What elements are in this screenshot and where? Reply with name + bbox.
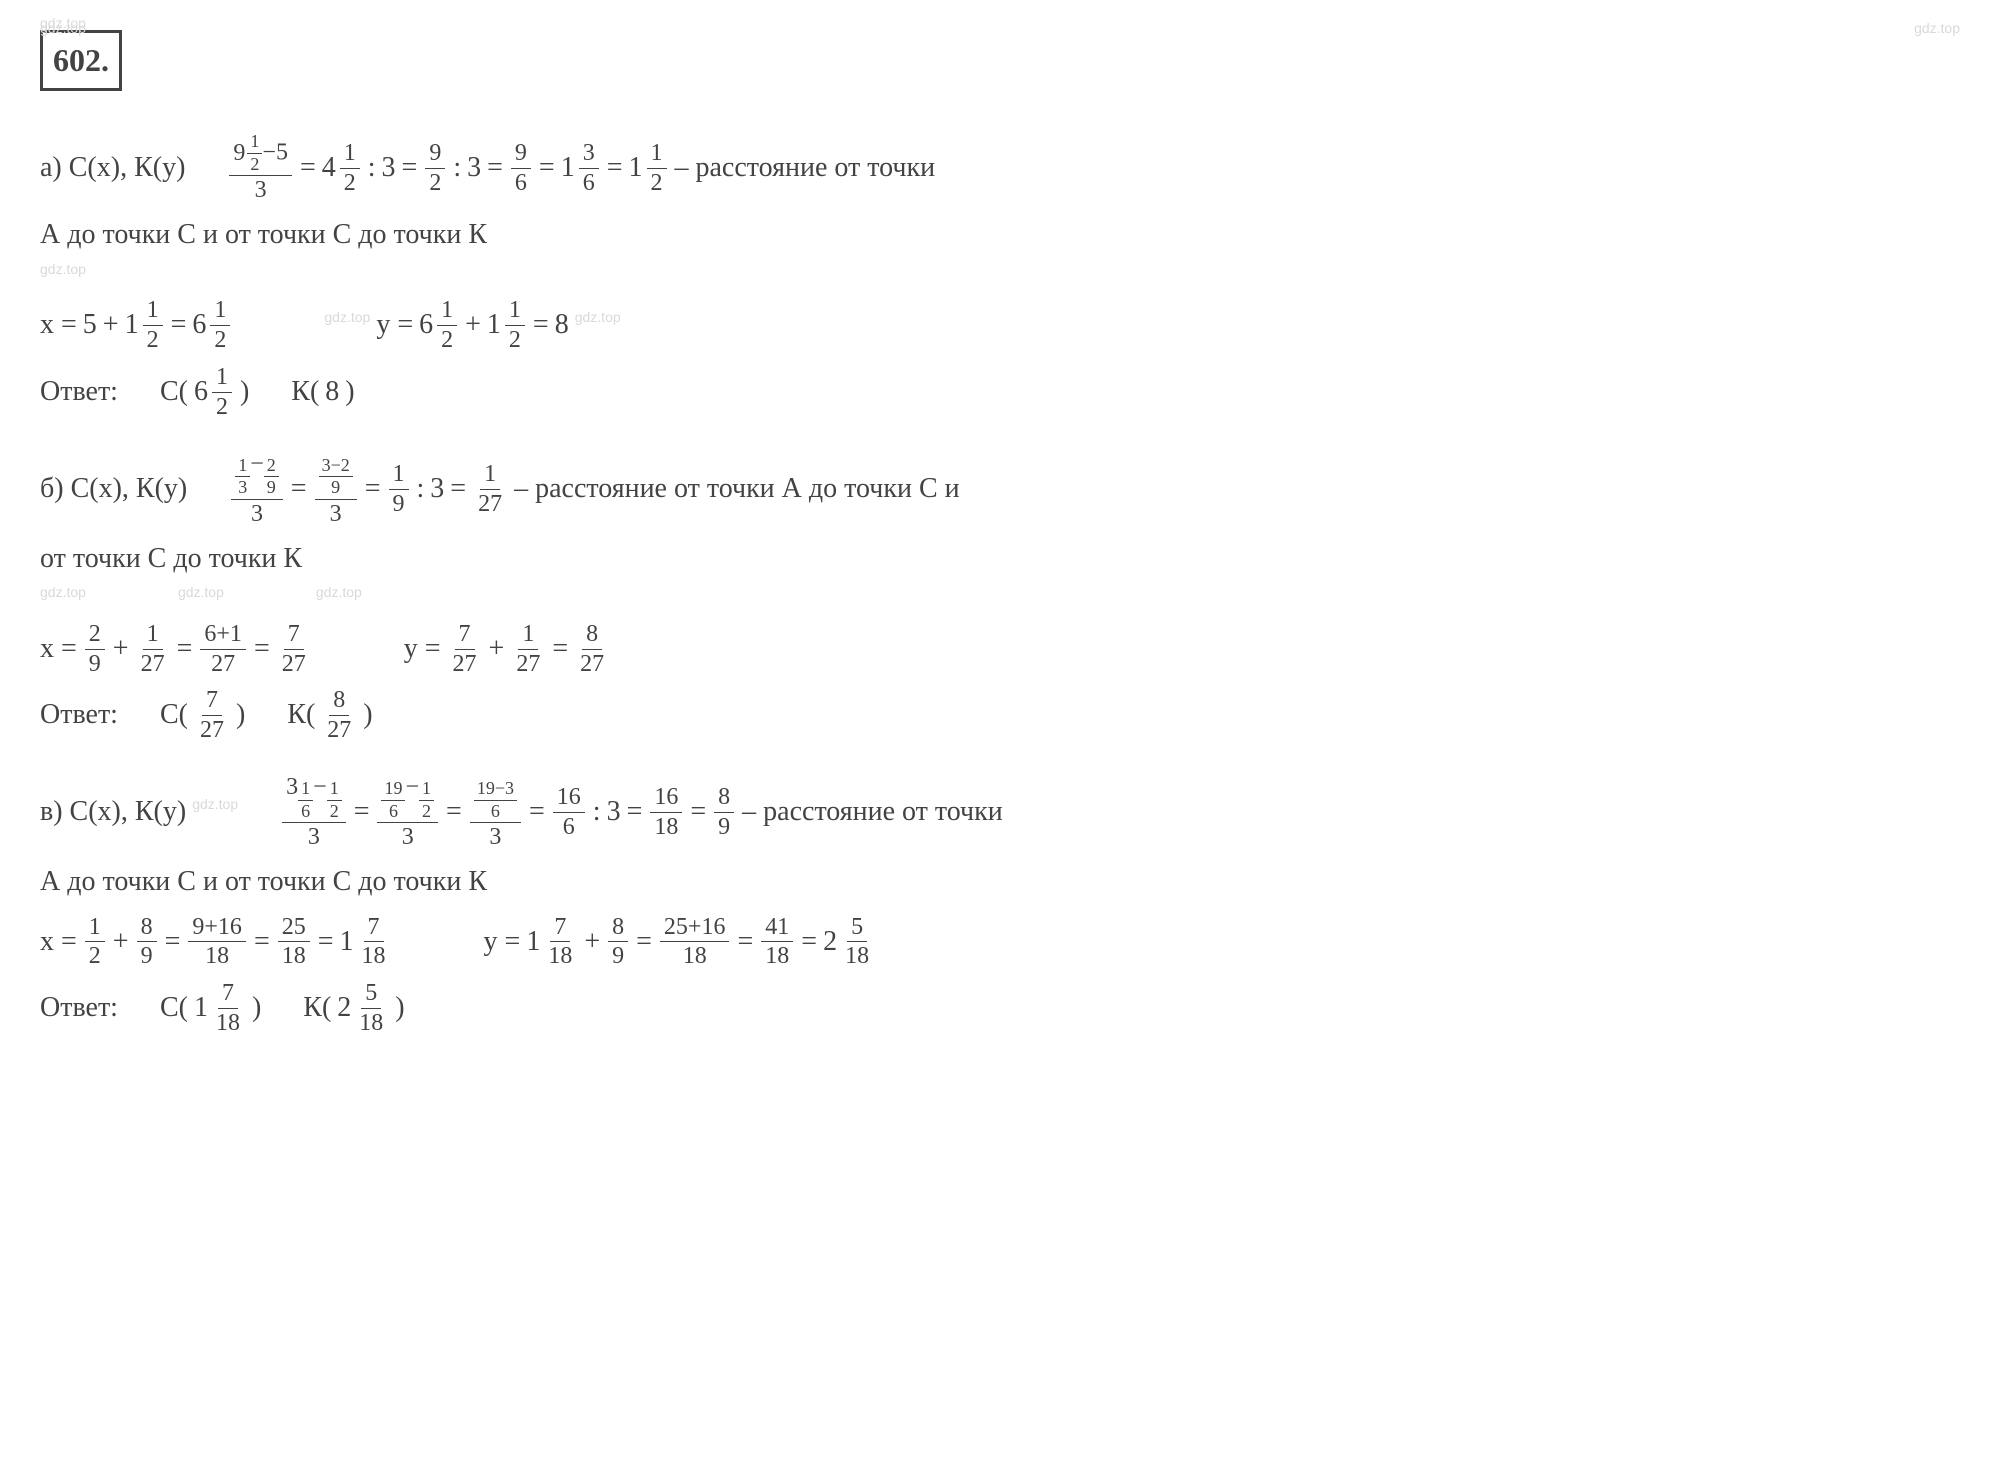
text-c-dist: – расстояние от точки — [742, 790, 1003, 835]
mixed-a2: 412 — [322, 139, 362, 198]
frac-c3: 19−36 3 — [470, 773, 521, 852]
watermark: gdz.top — [324, 306, 370, 328]
text-b-cont: от точки С до точки К — [40, 537, 302, 582]
answer-c-label: Ответ: — [40, 986, 118, 1031]
frac-b2: 3−29 3 — [315, 450, 357, 529]
frac-a3: 92 — [425, 139, 445, 198]
section-a: а) С(x), К(y) 912−5 3 = 412 : 3 = 92 : 3… — [40, 131, 1970, 421]
text-a-dist: – расстояние от точки — [675, 146, 936, 191]
frac-c4: 166 — [553, 783, 585, 842]
answer-b-label: Ответ: — [40, 693, 118, 738]
section-b: б) С(x), К(y) 13−29 3 = 3−29 3 = 19 : 3 … — [40, 450, 1970, 745]
watermark: gdz.top — [192, 793, 238, 815]
watermark: gdz.top — [40, 17, 86, 39]
frac-b3: 19 — [389, 460, 409, 519]
x-c: x = — [40, 920, 77, 965]
y-b: y = — [404, 627, 441, 672]
watermark: gdz.top — [1914, 17, 1960, 39]
watermark: gdz.top — [40, 258, 86, 280]
frac-c5: 1618 — [650, 783, 682, 842]
frac-c1: 316−12 3 — [282, 773, 346, 852]
x-a: x = — [40, 303, 77, 348]
y-a: y = — [376, 303, 413, 348]
text-b-dist: – расстояние от точки А до точки С и — [514, 467, 960, 512]
label-b: б) С(x), К(y) — [40, 467, 187, 512]
mixed-a6: 112 — [629, 139, 669, 198]
frac-a4: 96 — [511, 139, 531, 198]
x-b: x = — [40, 627, 77, 672]
section-c: в) С(x), К(y) gdz.top 316−12 3 = 196−12 … — [40, 773, 1970, 1038]
label-c: в) С(x), К(y) — [40, 790, 186, 835]
text-c-cont: А до точки С и от точки С до точки К — [40, 860, 487, 905]
y-c: y = — [484, 920, 521, 965]
mixed-a5: 136 — [561, 139, 601, 198]
text-a-cont: А до точки С и от точки С до точки К — [40, 213, 487, 258]
watermark: gdz.top — [316, 581, 362, 603]
frac-c6: 89 — [714, 783, 734, 842]
watermark: gdz.top — [178, 581, 224, 603]
frac-b4: 127 — [474, 460, 506, 519]
frac-b1: 13−29 3 — [231, 450, 283, 529]
watermark: gdz.top — [575, 306, 621, 328]
frac-a1: 912−5 3 — [229, 131, 292, 205]
watermark: gdz.top — [40, 581, 86, 603]
frac-c2: 196−12 3 — [377, 773, 438, 852]
label-a: а) С(x), К(y) — [40, 146, 185, 191]
answer-a-label: Ответ: — [40, 370, 118, 415]
